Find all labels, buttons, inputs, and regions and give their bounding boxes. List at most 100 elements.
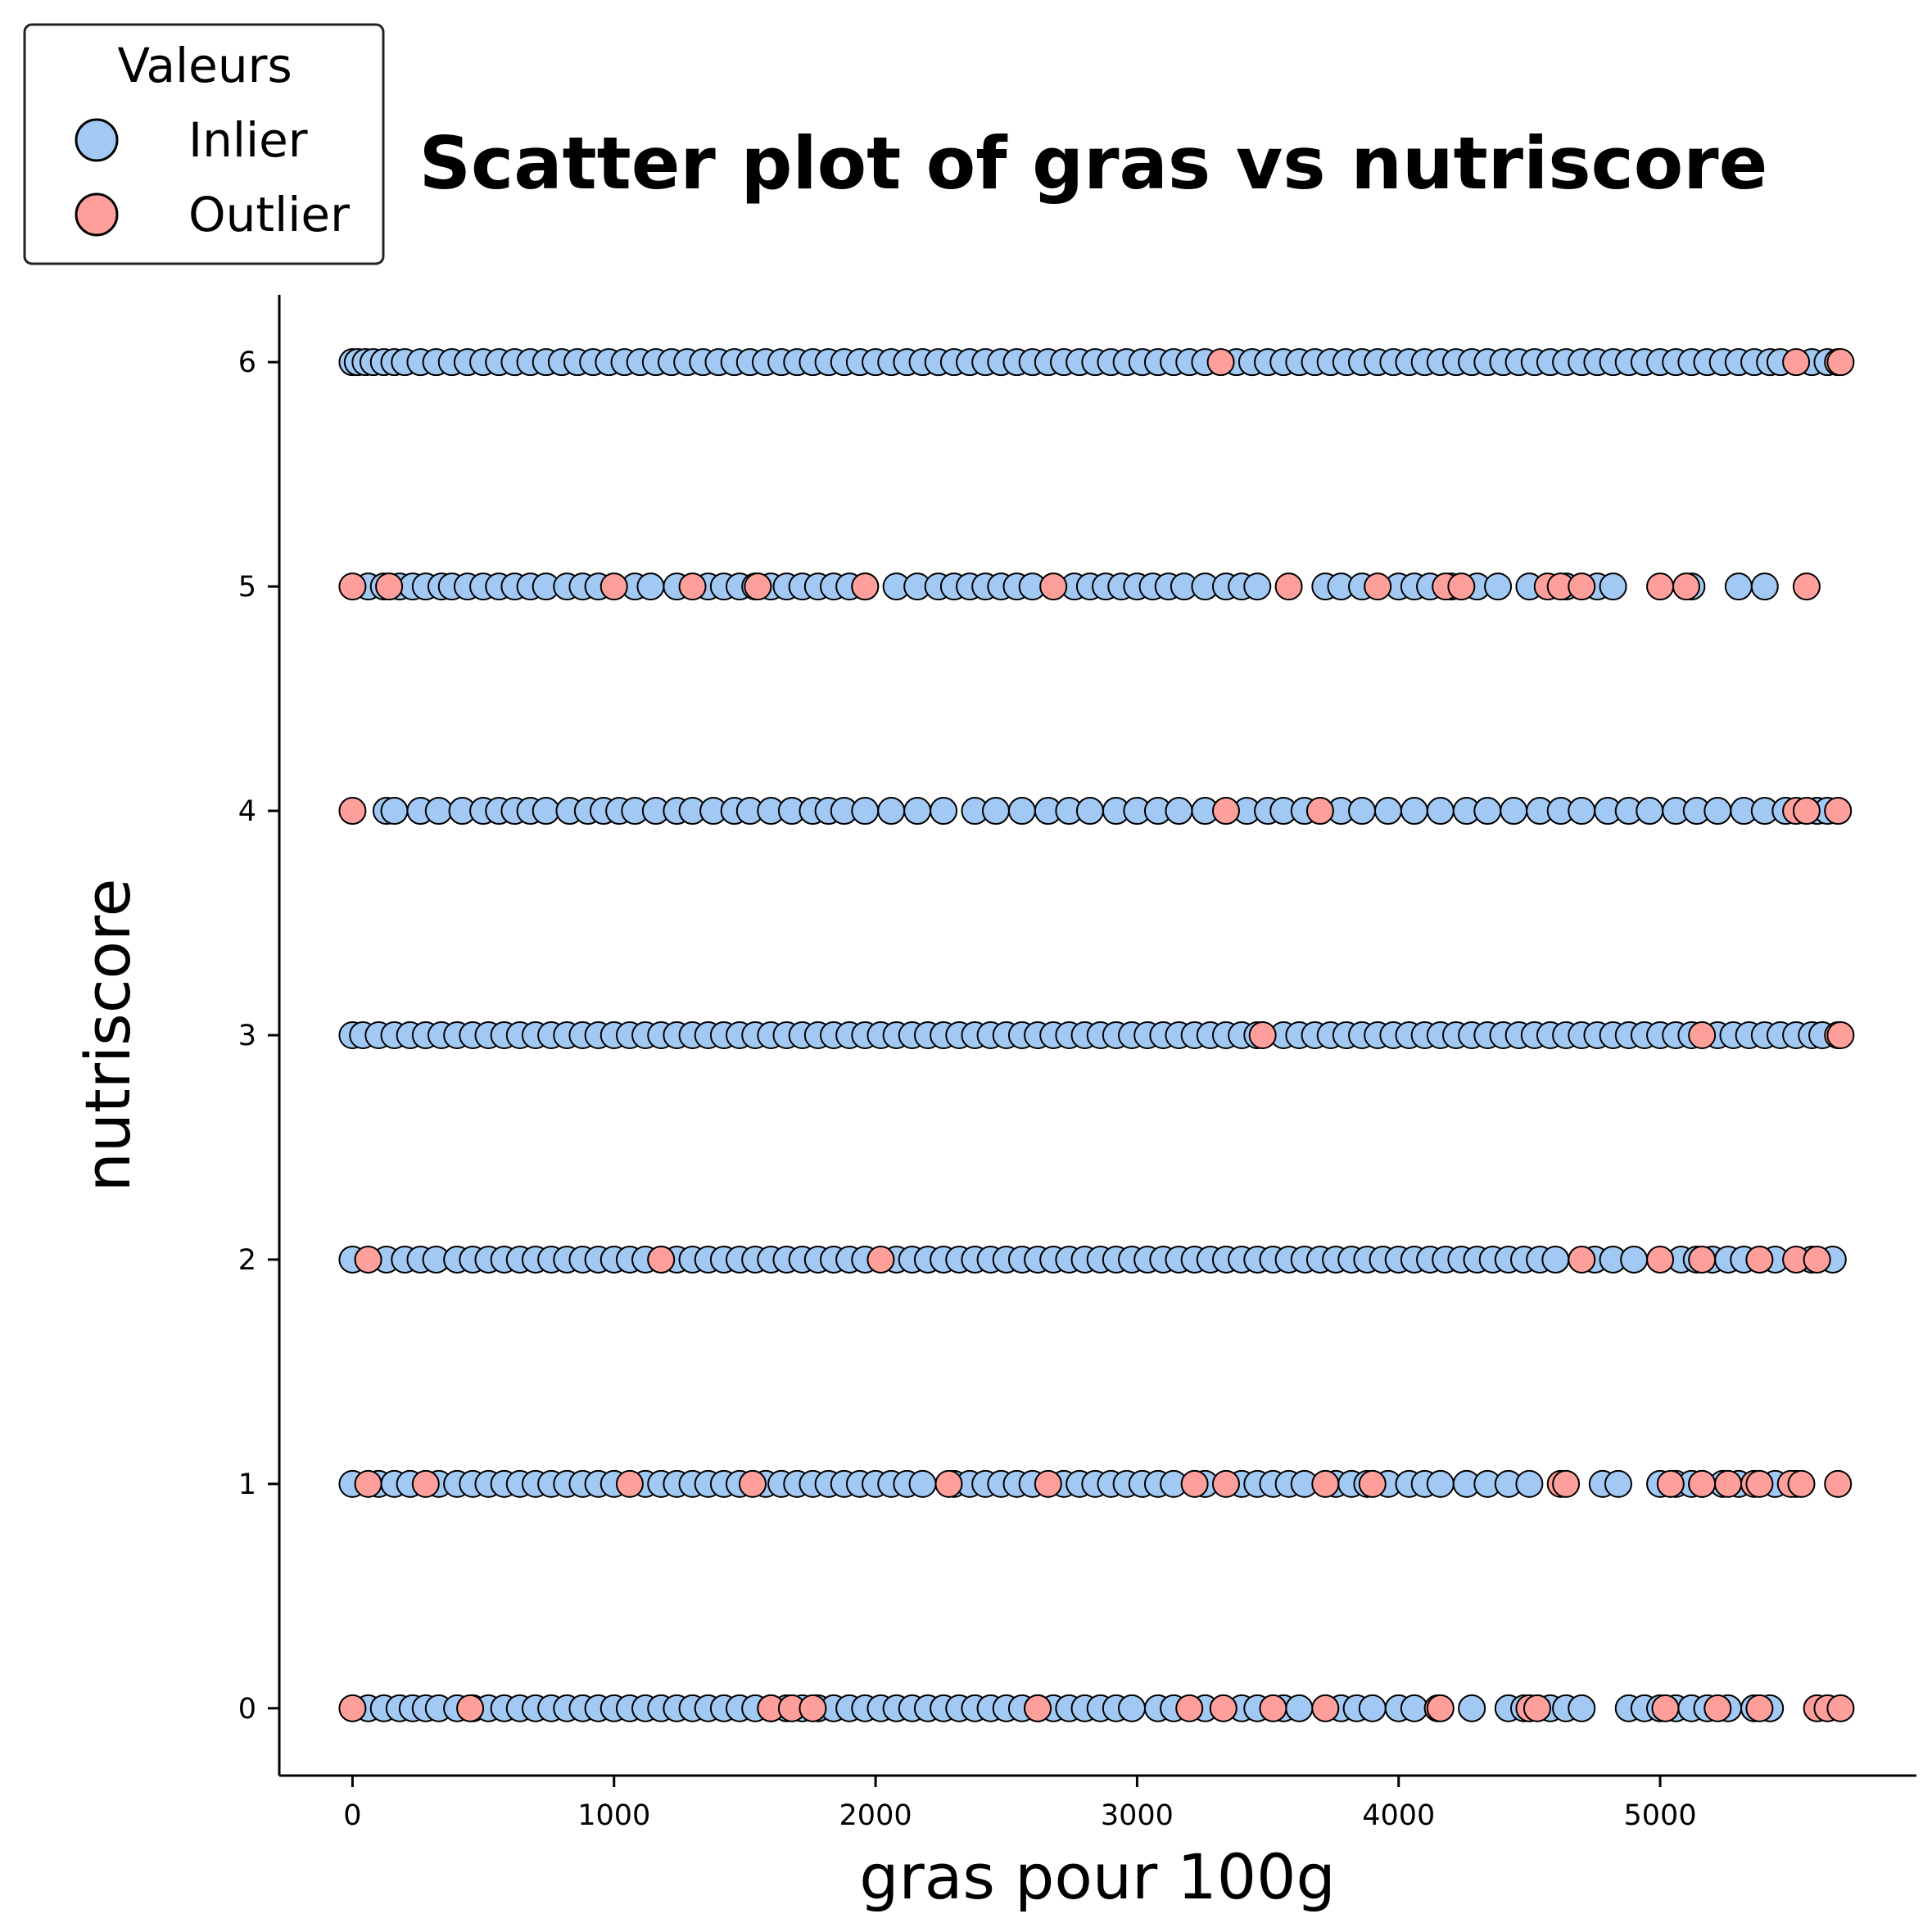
x-axis-label: gras pour 100g bbox=[859, 1840, 1335, 1913]
inlier-point bbox=[1118, 1694, 1147, 1722]
outlier-point bbox=[1745, 1694, 1774, 1722]
outlier-point bbox=[1824, 1469, 1853, 1498]
outlier-point bbox=[799, 1694, 827, 1722]
outlier-point bbox=[1426, 1694, 1455, 1722]
outlier-point bbox=[1259, 1694, 1287, 1722]
inlier-point bbox=[1604, 1469, 1632, 1498]
outlier-point bbox=[851, 572, 880, 601]
inlier-point bbox=[908, 1469, 937, 1498]
outlier-point bbox=[1211, 1469, 1240, 1498]
inlier-point bbox=[1285, 1694, 1314, 1722]
y-tick-label: 6 bbox=[238, 346, 256, 379]
y-tick-label: 4 bbox=[238, 795, 256, 828]
outlier-point bbox=[1039, 572, 1068, 601]
inlier-point bbox=[532, 797, 560, 826]
outlier-point bbox=[1568, 1245, 1596, 1274]
inlier-point bbox=[851, 797, 880, 826]
inlier-point bbox=[1458, 1694, 1486, 1722]
outlier-point bbox=[647, 1245, 676, 1274]
outlier-point bbox=[1523, 1694, 1551, 1722]
outlier-point bbox=[678, 572, 707, 601]
inlier-point bbox=[1348, 797, 1377, 826]
inlier-point bbox=[380, 797, 409, 826]
outlier-point bbox=[744, 572, 772, 601]
outlier-point bbox=[1358, 1469, 1387, 1498]
y-tick-label: 2 bbox=[238, 1244, 256, 1277]
inlier-point bbox=[424, 797, 453, 826]
inlier-point bbox=[1426, 1469, 1455, 1498]
inlier-point bbox=[1373, 797, 1402, 826]
inlier-point bbox=[1358, 1694, 1387, 1722]
inlier-point bbox=[1636, 797, 1664, 826]
inlier-point bbox=[1724, 572, 1753, 601]
inlier-point bbox=[1400, 1694, 1428, 1722]
outlier-point bbox=[354, 1245, 382, 1274]
inlier-point bbox=[1541, 1245, 1570, 1274]
outlier-point bbox=[738, 1469, 767, 1498]
legend-label-outlier: Outlier bbox=[188, 187, 350, 242]
outlier-point bbox=[1024, 1694, 1052, 1722]
inlier-point bbox=[1750, 572, 1779, 601]
outlier-point bbox=[1688, 1469, 1717, 1498]
outlier-point bbox=[1175, 1694, 1204, 1722]
outlier-point bbox=[1274, 572, 1303, 601]
y-tick-label: 5 bbox=[238, 571, 256, 604]
inlier-point bbox=[903, 797, 932, 826]
inlier-point bbox=[877, 797, 906, 826]
inlier-point bbox=[1007, 797, 1036, 826]
x-ticks: 0 1000 2000 3000 4000 5000 bbox=[343, 1776, 1697, 1832]
outlier-point bbox=[615, 1469, 644, 1498]
outlier-point bbox=[1714, 1469, 1743, 1498]
x-tick-label: 1000 bbox=[577, 1799, 650, 1832]
outlier-point bbox=[1568, 572, 1596, 601]
outlier-point bbox=[1552, 1469, 1581, 1498]
outlier-point bbox=[456, 1694, 485, 1722]
y-axis-label: nutriscore bbox=[71, 879, 144, 1192]
outlier-point bbox=[1745, 1245, 1774, 1274]
inlier-point bbox=[981, 797, 1010, 826]
outlier-point bbox=[1311, 1469, 1340, 1498]
inlier-point bbox=[1568, 1694, 1596, 1722]
inlier-point bbox=[930, 797, 958, 826]
inlier-point bbox=[1568, 797, 1596, 826]
outlier-point bbox=[1803, 1245, 1831, 1274]
chart-title: Scatter plot of gras vs nutriscore bbox=[419, 121, 1768, 206]
inlier-point bbox=[1426, 797, 1455, 826]
inlier-point bbox=[1704, 797, 1732, 826]
outlier-point bbox=[338, 797, 367, 826]
outlier-point bbox=[375, 572, 404, 601]
legend-title: Valeurs bbox=[117, 38, 292, 93]
outlier-point bbox=[600, 572, 628, 601]
outlier-point bbox=[1826, 1694, 1855, 1722]
x-tick-label: 4000 bbox=[1362, 1799, 1435, 1832]
legend-marker-outlier bbox=[75, 192, 119, 237]
y-tick-label: 0 bbox=[238, 1693, 256, 1726]
outlier-point bbox=[1792, 797, 1821, 826]
inlier-point bbox=[1620, 1245, 1649, 1274]
outlier-point bbox=[1656, 1469, 1685, 1498]
outlier-point bbox=[1745, 1469, 1774, 1498]
legend-label-inlier: Inlier bbox=[188, 112, 308, 168]
outlier-point bbox=[338, 1694, 367, 1722]
inlier-point bbox=[1484, 572, 1513, 601]
outlier-point bbox=[1206, 348, 1235, 377]
outlier-point bbox=[1826, 348, 1855, 377]
inlier-point bbox=[1515, 1469, 1544, 1498]
outlier-point bbox=[1305, 797, 1334, 826]
inlier-point bbox=[636, 572, 665, 601]
outlier-point bbox=[338, 572, 367, 601]
outlier-point bbox=[1672, 572, 1700, 601]
inlier-point bbox=[1400, 797, 1428, 826]
inlier-point bbox=[1075, 797, 1104, 826]
x-tick-label: 0 bbox=[343, 1799, 361, 1832]
x-tick-label: 3000 bbox=[1101, 1799, 1174, 1832]
outlier-point bbox=[1447, 572, 1476, 601]
x-tick-label: 2000 bbox=[839, 1799, 912, 1832]
outlier-point bbox=[1782, 348, 1811, 377]
inlier-point bbox=[1599, 572, 1627, 601]
outlier-point bbox=[1826, 1021, 1855, 1049]
points-layer bbox=[338, 348, 1855, 1722]
outlier-point bbox=[411, 1469, 440, 1498]
